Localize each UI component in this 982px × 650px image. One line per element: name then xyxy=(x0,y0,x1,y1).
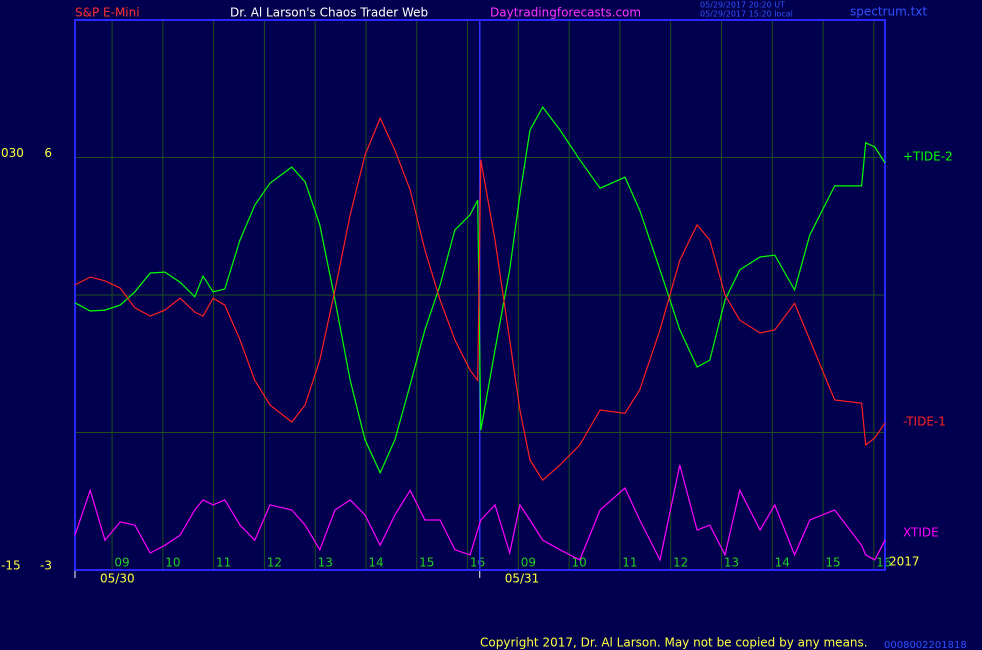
x-tick-label: 13 xyxy=(318,556,333,570)
x-tick-label: 15 xyxy=(419,556,434,570)
legend-label: +TIDE-2 xyxy=(903,150,953,164)
x-tick-label: 12 xyxy=(267,556,282,570)
date-label: 05/31 xyxy=(505,572,540,586)
timestamp: 05/29/2017 15:20 local xyxy=(700,10,793,19)
x-tick-label: 10 xyxy=(165,556,180,570)
x-tick-label: 14 xyxy=(775,556,790,570)
legend-label: -TIDE-1 xyxy=(903,415,946,429)
chart-title: Dr. Al Larson's Chaos Trader Web xyxy=(230,6,428,20)
x-tick-label: 14 xyxy=(368,556,383,570)
x-tick-label: 13 xyxy=(724,556,739,570)
x-tick-label: 16 xyxy=(876,556,891,570)
footer-code: 0008002201818 xyxy=(884,640,967,650)
x-tick-label: 09 xyxy=(114,556,129,570)
y2-tick-label: -15 xyxy=(1,559,21,573)
date-label: 05/30 xyxy=(100,572,135,586)
x-tick-label: 16 xyxy=(470,556,485,570)
x-tick-label: 09 xyxy=(521,556,536,570)
year: 2017 xyxy=(889,555,920,569)
legend-label: XTIDE xyxy=(903,526,939,540)
y-tick-label: -3 xyxy=(40,559,52,573)
series-line xyxy=(74,116,886,482)
y-tick-label: 6 xyxy=(44,146,52,160)
file-name: spectrum.txt xyxy=(850,5,927,19)
x-tick-label: 15 xyxy=(825,556,840,570)
x-tick-label: 11 xyxy=(216,556,231,570)
series-line xyxy=(74,464,886,562)
series-line xyxy=(74,106,886,475)
plot-border xyxy=(74,19,886,571)
x-tick-label: 11 xyxy=(622,556,637,570)
site: Daytradingforecasts.com xyxy=(490,6,641,20)
y2-tick-label: 030 xyxy=(1,146,24,160)
symbol: S&P E-Mini xyxy=(75,6,140,20)
x-tick-label: 12 xyxy=(673,556,688,570)
timestamp: 05/29/2017 20:20 UT xyxy=(700,1,785,10)
copyright: Copyright 2017, Dr. Al Larson. May not b… xyxy=(480,636,868,650)
x-tick-label: 10 xyxy=(571,556,586,570)
